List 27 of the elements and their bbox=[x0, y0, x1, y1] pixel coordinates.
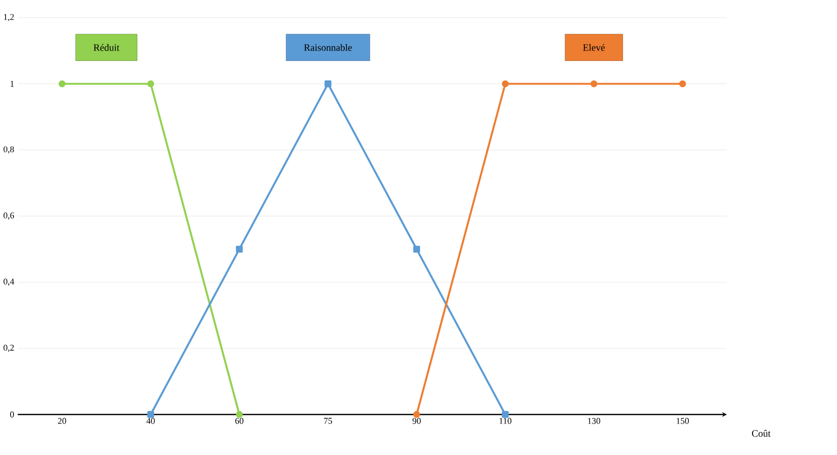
point bbox=[236, 246, 243, 253]
x-tick-label: 90 bbox=[412, 418, 421, 424]
point bbox=[590, 80, 598, 88]
x-axis-title: Coût bbox=[752, 430, 771, 437]
point bbox=[679, 80, 686, 88]
x-tick-label: 40 bbox=[146, 418, 155, 424]
x-tick-label: 130 bbox=[588, 418, 600, 424]
y-tick-label: 0,2 bbox=[4, 344, 14, 352]
y-tick-label: 0 bbox=[10, 412, 14, 418]
y-tick-label: 0,6 bbox=[4, 212, 14, 220]
point bbox=[502, 80, 509, 88]
point bbox=[324, 80, 332, 88]
x-tick-label: 110 bbox=[500, 418, 512, 424]
point bbox=[413, 246, 420, 253]
text: Raisonnable bbox=[304, 44, 352, 51]
x-tick-label: 75 bbox=[324, 418, 332, 424]
text: Réduit bbox=[94, 44, 120, 51]
point bbox=[147, 80, 154, 88]
x-tick-label: 150 bbox=[676, 418, 689, 424]
point bbox=[58, 80, 66, 88]
x-tick-label: 20 bbox=[58, 418, 66, 424]
y-tick-label: 1,2 bbox=[4, 14, 14, 22]
text: Elevé bbox=[583, 44, 605, 51]
y-tick-label: 0,4 bbox=[4, 278, 14, 286]
y-tick-label: 1 bbox=[10, 81, 14, 87]
y-tick-label: 0,8 bbox=[4, 146, 14, 154]
x-tick-label: 60 bbox=[235, 418, 244, 424]
